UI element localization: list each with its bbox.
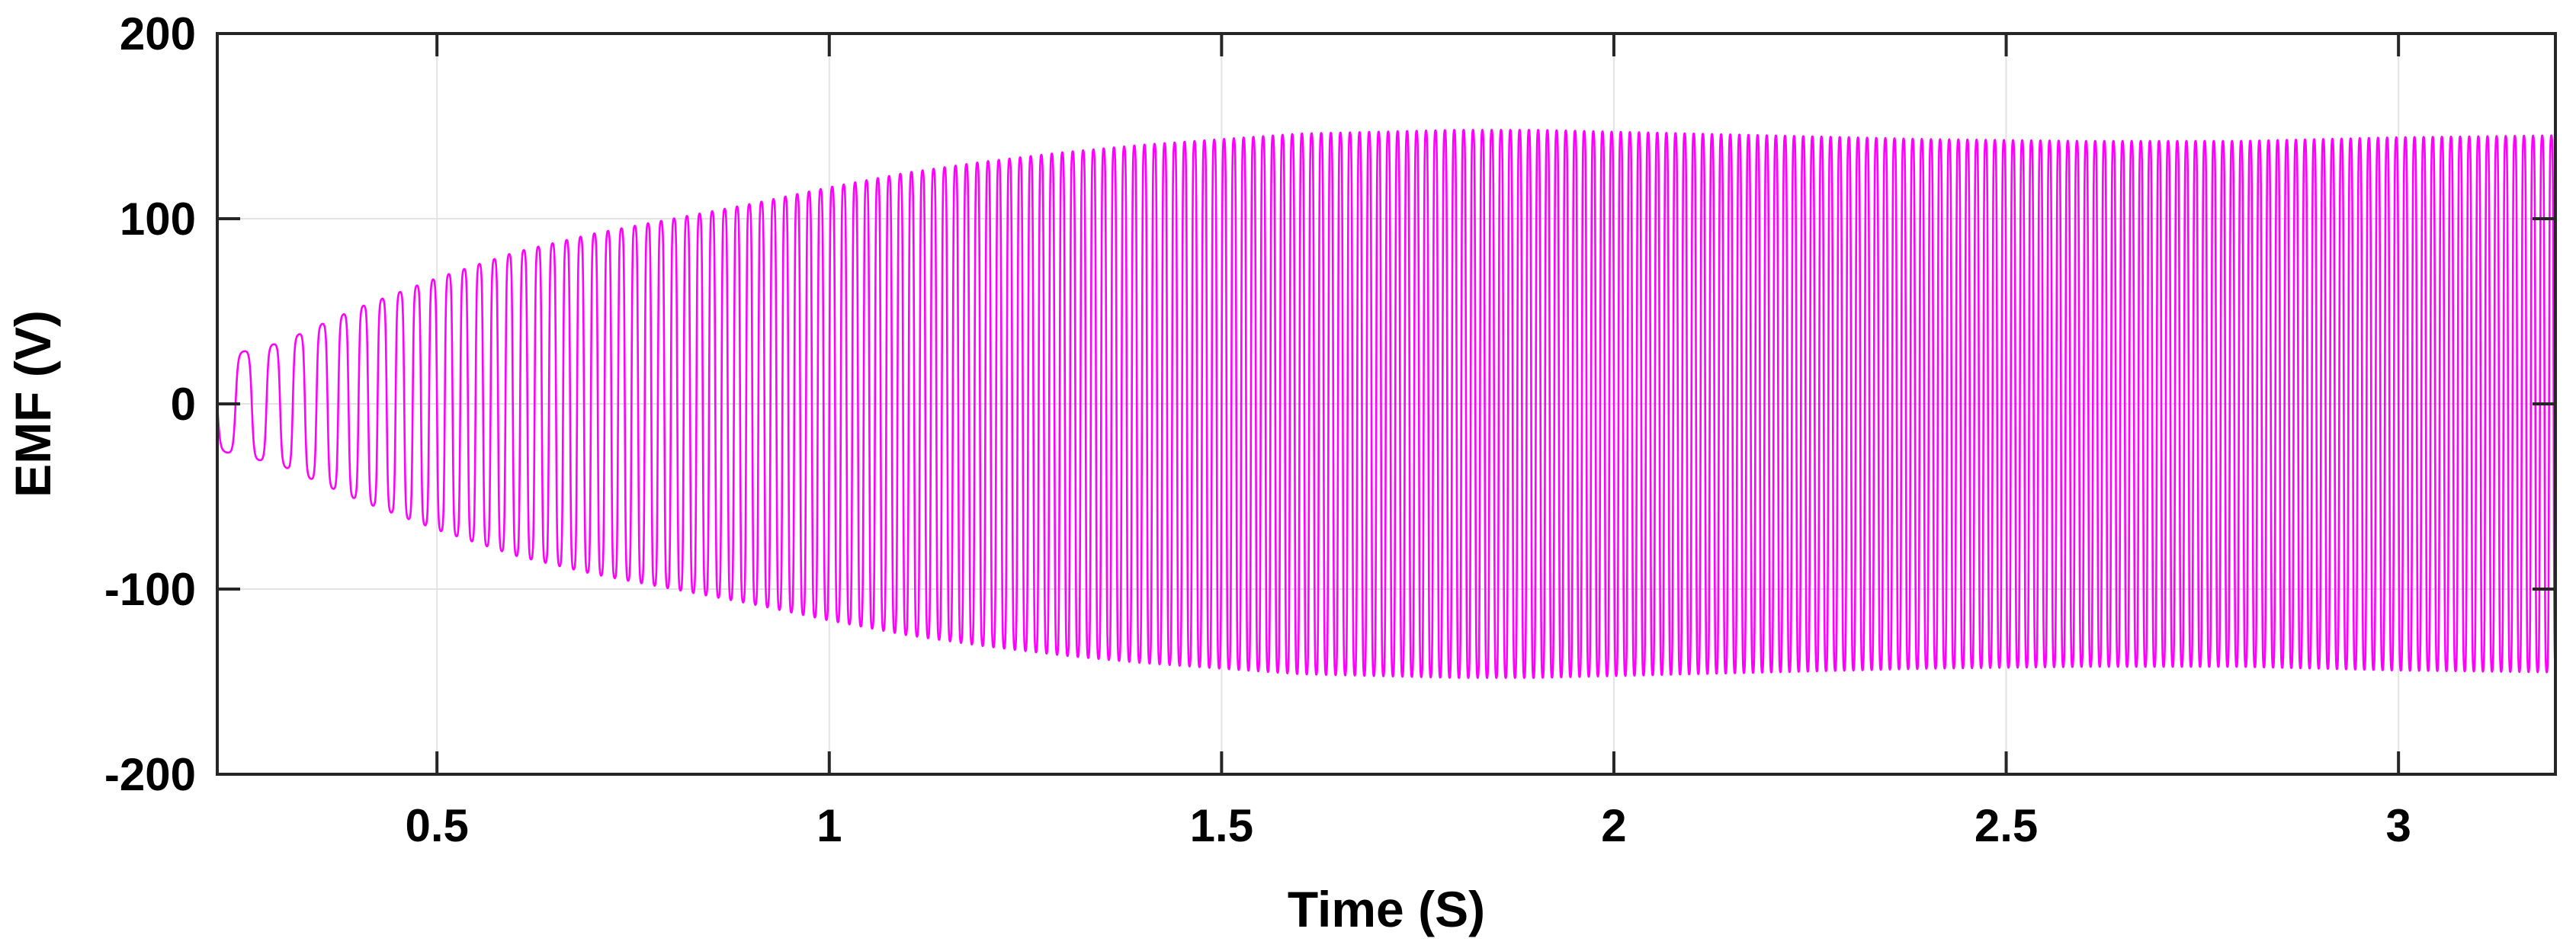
x-axis-label: Time (S) <box>1288 881 1485 937</box>
x-tick-label: 2 <box>1601 800 1626 851</box>
x-tick-label: 3 <box>2385 800 2411 851</box>
y-axis-label: EMF (V) <box>5 310 61 498</box>
y-tick-label: -100 <box>104 564 196 615</box>
x-tick-label: 1.5 <box>1190 800 1253 851</box>
tick-marks <box>217 32 2555 776</box>
x-tick-label: 0.5 <box>405 800 468 851</box>
y-tick-label: 0 <box>171 379 196 430</box>
emf-series-line <box>216 129 2557 679</box>
tick-labels: 0.5 1 1.5 2 2.5 3 -200 -100 0 100 200 <box>104 8 2411 851</box>
y-tick-label: -200 <box>104 749 196 800</box>
x-tick-label: 1 <box>816 800 842 851</box>
x-tick-label: 2.5 <box>1975 800 2038 851</box>
y-tick-label: 100 <box>120 194 196 245</box>
series-layer <box>216 129 2557 679</box>
y-tick-label: 200 <box>120 8 196 59</box>
